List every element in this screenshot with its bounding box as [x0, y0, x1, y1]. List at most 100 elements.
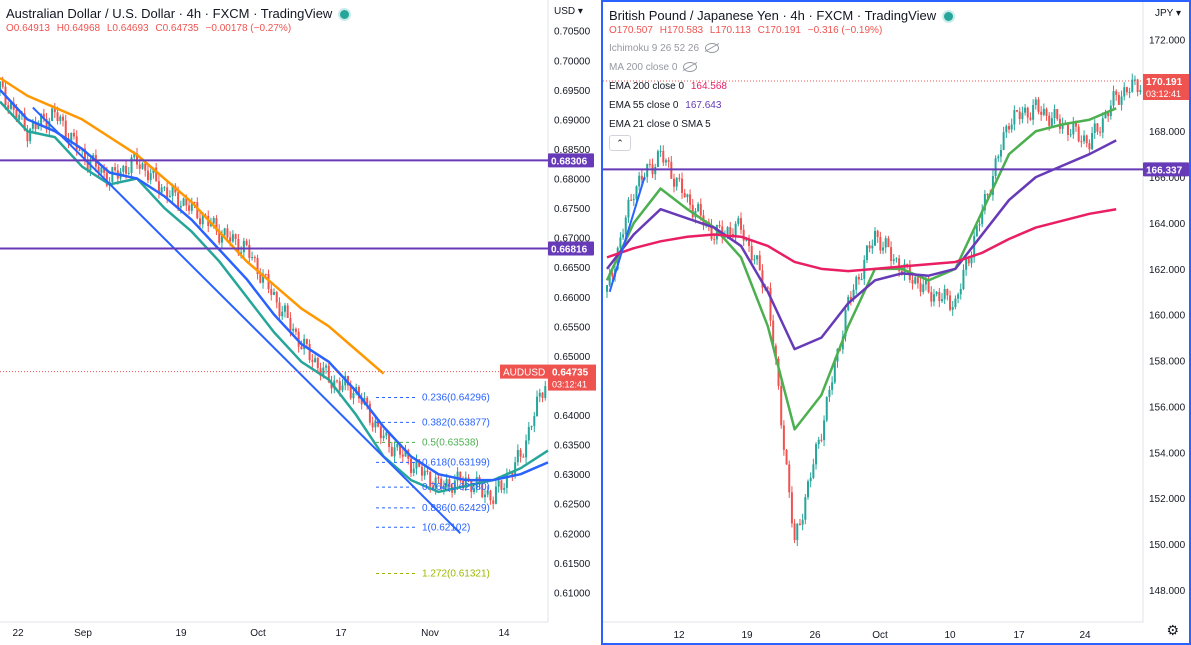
candle-body [1085, 135, 1088, 144]
candle-body [53, 108, 56, 113]
candle-body [64, 120, 67, 139]
candle-body [619, 237, 622, 248]
candle-body [962, 269, 965, 289]
candle-body [1096, 123, 1099, 132]
candle-body [689, 194, 692, 205]
price-label-bg [1143, 74, 1189, 101]
y-tick-label: 0.64000 [554, 411, 591, 422]
candle-body [681, 178, 684, 193]
candle-body [133, 153, 136, 158]
candle-body [1107, 112, 1110, 117]
candle-body [1053, 109, 1056, 119]
eye-off-icon[interactable] [705, 43, 720, 54]
candle-body [127, 172, 130, 174]
candle-body [453, 480, 456, 493]
candle-body [817, 439, 820, 445]
candle-body [627, 199, 630, 218]
candle-body [874, 230, 876, 246]
candle-body [737, 218, 740, 224]
candle-body [459, 471, 462, 481]
candle-body [494, 486, 497, 504]
candle-body [122, 165, 125, 172]
gbpjpy-chart[interactable]: 172.000170.000168.000166.000164.000162.0… [603, 2, 1189, 643]
candle-body [201, 214, 204, 225]
right-title-text: British Pound / Japanese Yen · 4h · FXCM… [609, 8, 937, 23]
candle-body [750, 245, 753, 261]
audusd-chart[interactable]: 0.70500 0.70000 0.69500 0.69000 0.68500 0.680… [0, 0, 600, 645]
candle-body [229, 237, 232, 242]
candle-body [283, 305, 286, 312]
candle-body [659, 150, 662, 152]
candle-body [675, 177, 678, 187]
candle-body [938, 291, 941, 302]
candle-body [352, 393, 355, 399]
currency-label: JPY ▾ [1155, 8, 1181, 19]
collapse-legend-button[interactable]: ⌃ [609, 135, 631, 151]
candle-body [399, 444, 402, 455]
candle-body [185, 198, 188, 206]
indicator-ema21[interactable]: EMA 21 close 0 SMA 5 [609, 119, 711, 130]
indicator-ema55[interactable]: EMA 55 close 0 167.643 [609, 100, 722, 111]
candle-body [215, 218, 218, 231]
candle-body [758, 255, 761, 271]
candle-body [986, 193, 989, 195]
candle-body [753, 259, 756, 261]
candle-body [898, 258, 901, 271]
candle-body [0, 81, 1, 90]
gbpjpy-chart-pane[interactable]: 172.000170.000168.000166.000164.000162.0… [601, 0, 1191, 645]
candle-body [710, 225, 713, 240]
ohlc-high: H170.583 [659, 25, 704, 36]
indicator-ma200[interactable]: MA 200 close 0 [609, 62, 698, 73]
candle-body [292, 328, 295, 331]
candle-body [855, 276, 858, 290]
candle-body [796, 523, 799, 541]
candle-body [748, 238, 751, 246]
candle-body [442, 486, 445, 489]
fib-label: 0.886(0.62429) [422, 503, 490, 514]
candle-body [377, 420, 380, 427]
candle-body [772, 320, 775, 346]
candle-body [103, 167, 106, 173]
eye-off-icon[interactable] [683, 62, 698, 73]
candle-body [914, 277, 917, 284]
y-tick-label: 156.000 [1149, 402, 1186, 413]
candle-body [456, 471, 459, 481]
live-status-icon [338, 8, 352, 22]
candle-body [70, 132, 73, 143]
candle-body [105, 172, 108, 186]
candle-body [177, 192, 180, 208]
candle-body [220, 235, 223, 243]
gear-icon[interactable]: ⚙ [1166, 622, 1179, 638]
y-tick-label: 0.62500 [554, 500, 591, 511]
y-tick-label: 164.000 [1149, 219, 1186, 230]
candle-body [75, 136, 78, 150]
candle-body [341, 385, 344, 391]
candle-body [740, 218, 742, 230]
candle-body [1045, 108, 1048, 116]
candle-body [769, 287, 772, 321]
candle-body [270, 289, 273, 295]
candle-body [793, 523, 796, 541]
audusd-chart-pane[interactable]: 0.70500 0.70000 0.69500 0.69000 0.68500 0.680… [0, 0, 600, 645]
candle-body [530, 426, 533, 428]
candle-body [673, 178, 675, 187]
ema-200-line [606, 207, 1117, 273]
candle-body [333, 380, 336, 389]
candle-body [790, 492, 793, 524]
y-tick-label: 0.70500 [554, 27, 591, 38]
indicator-ema200[interactable]: EMA 200 close 0 164.568 [609, 81, 727, 92]
x-tick-label: Sep [74, 628, 92, 639]
candle-body [804, 497, 807, 520]
y-tick-label: 0.63500 [554, 441, 591, 452]
fib-label: 1.272(0.61321) [422, 568, 490, 579]
candle-body [114, 167, 117, 171]
candle-body [34, 122, 37, 129]
indicator-ichimoku[interactable]: Ichimoku 9 26 52 26 [609, 43, 720, 54]
candle-body [212, 218, 215, 224]
trendline [32, 106, 462, 535]
candle-body [171, 185, 174, 196]
candle-body [234, 234, 237, 239]
x-tick-label: 10 [944, 630, 956, 641]
candle-body [785, 449, 788, 465]
candle-body [464, 477, 467, 486]
